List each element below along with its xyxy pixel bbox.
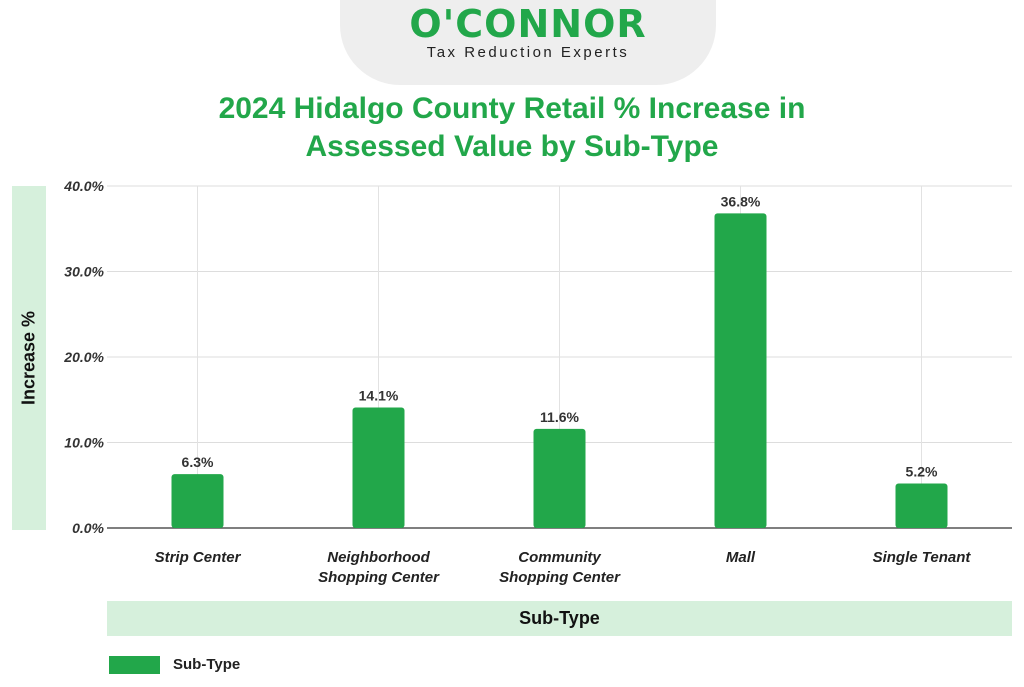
y-axis-label-band — [12, 186, 46, 530]
bar-value-label: 11.6% — [540, 409, 579, 425]
brand-tagline: Tax Reduction Experts — [426, 44, 630, 61]
x-axis-label: Sub-Type — [519, 608, 600, 628]
y-tick-label: 20.0% — [63, 349, 104, 365]
bar-chart: 0.0% 10.0% 20.0% 30.0% 40.0% 6.3% Strip Center… — [63, 178, 1012, 586]
bar-value-label: 6.3% — [182, 454, 214, 470]
chart-title: 2024 Hidalgo County Retail % Increase in… — [100, 90, 924, 166]
x-tick-label: Single Tenant — [873, 549, 972, 566]
x-tick-label: Shopping Center — [318, 569, 440, 586]
bar — [352, 407, 405, 528]
x-tick-label: Community — [518, 549, 601, 566]
brand-logo: O'CONNOR — [409, 2, 647, 46]
bar — [533, 428, 586, 528]
x-axis-label-band: Sub-Type — [107, 601, 1012, 636]
y-tick-label: 0.0% — [72, 520, 104, 536]
bar — [171, 474, 224, 528]
x-tick-label: Neighborhood — [327, 549, 430, 566]
legend-swatch — [109, 656, 160, 674]
bar — [895, 483, 948, 528]
bar-value-label: 36.8% — [721, 193, 761, 209]
y-tick-label: 40.0% — [63, 178, 104, 194]
x-tick-label: Strip Center — [155, 549, 242, 566]
logo-banner: O'CONNOR Tax Reduction Experts — [340, 0, 716, 85]
bar-value-label: 14.1% — [359, 387, 399, 403]
legend-label: Sub-Type — [173, 656, 241, 673]
x-tick-label: Mall — [726, 549, 756, 566]
x-tick-label: Shopping Center — [499, 569, 621, 586]
y-tick-label: 10.0% — [64, 435, 104, 451]
y-tick-label: 30.0% — [64, 264, 104, 280]
bar — [714, 213, 767, 529]
bar-value-label: 5.2% — [906, 464, 938, 480]
chart-title-line-2: Assessed Value by Sub-Type — [305, 130, 719, 163]
chart-title-line-1: 2024 Hidalgo County Retail % Increase in — [218, 92, 806, 125]
